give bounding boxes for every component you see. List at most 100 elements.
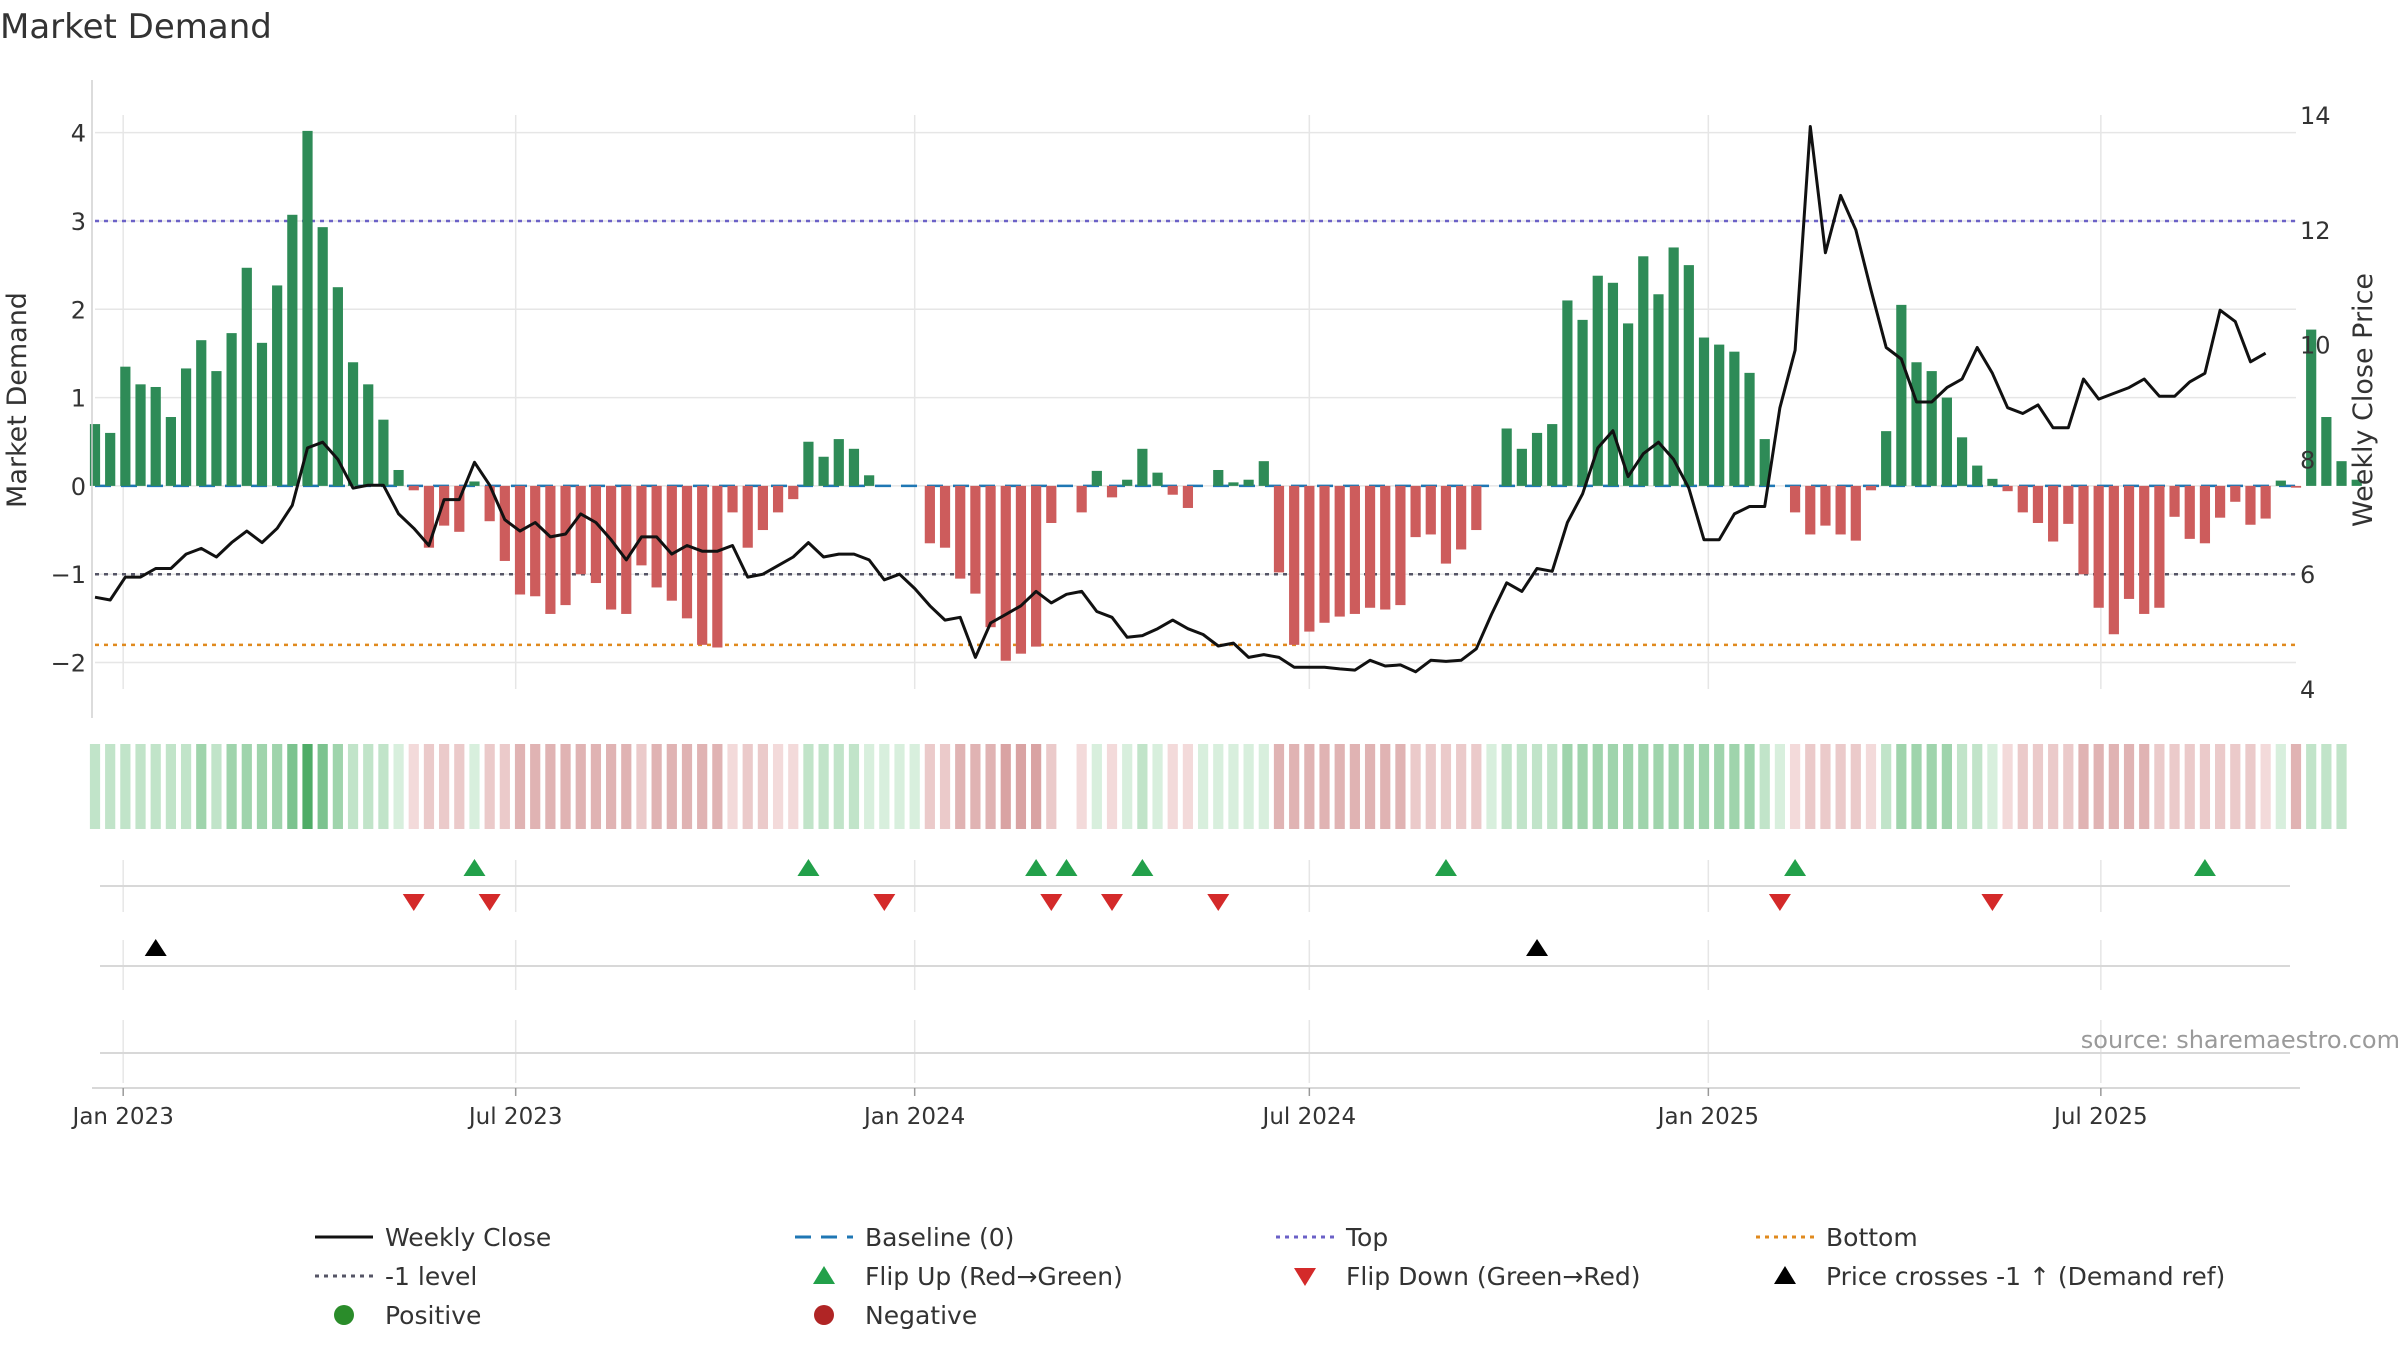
negative-bar (1410, 485, 1421, 538)
positive-bar (1956, 437, 1968, 486)
strip-cell (1547, 744, 1558, 829)
legend-swatch (814, 1305, 834, 1325)
strip-cell (1850, 744, 1861, 829)
strip-cell (226, 744, 237, 829)
strip-cell (2093, 744, 2104, 829)
strip-cell (1987, 744, 1998, 829)
flip-up-marker (1784, 859, 1807, 876)
strip-cell (1941, 744, 1952, 829)
strip-cell (2123, 744, 2135, 829)
positive-bar (1941, 397, 1952, 486)
strip-cell (1137, 744, 1148, 829)
strip-cell (1167, 744, 1178, 829)
strip-cell (165, 744, 176, 829)
negative-bar (772, 485, 784, 513)
positive-bar (2321, 417, 2332, 486)
positive-bar (363, 384, 374, 486)
strip-cell (1091, 744, 1102, 829)
y-tick-label: 4 (71, 120, 86, 148)
negative-bar (1456, 485, 1467, 550)
strip-cell (2154, 744, 2165, 829)
strip-cell (939, 744, 951, 829)
legend-label: Price crosses -1 ↑ (Demand ref) (1826, 1262, 2225, 1291)
strip-cell (1228, 744, 1239, 829)
flip-down-marker (1768, 894, 1791, 911)
positive-bar (1531, 432, 1543, 486)
flip-down-marker (1040, 894, 1063, 911)
negative-bar (970, 485, 981, 594)
y2-tick-label: 14 (2300, 102, 2331, 130)
legend-item: Flip Down (Green→Red) (1294, 1262, 1641, 1291)
demand-bars (89, 130, 2362, 661)
legend-swatch (813, 1266, 835, 1284)
y2-tick-label: 6 (2300, 561, 2315, 589)
strip-cell (1122, 744, 1133, 829)
negative-bar (514, 485, 526, 595)
positive-bar (469, 481, 480, 486)
legend-swatch (1774, 1266, 1796, 1284)
negative-bar (1167, 485, 1178, 495)
positive-bar (1228, 482, 1239, 486)
negative-bar (1440, 485, 1452, 564)
negative-bar (2169, 485, 2180, 517)
positive-bar (1091, 470, 1102, 486)
negative-bar (499, 485, 510, 561)
strip-cell (1865, 744, 1877, 829)
y-tick-label: 1 (71, 385, 86, 413)
strip-cell (833, 744, 844, 829)
positive-bar (1683, 265, 1694, 486)
strip-cell (681, 744, 693, 829)
negative-bar (727, 485, 738, 513)
positive-bar (393, 469, 404, 486)
strip-cell (2002, 744, 2013, 829)
strip-cell (120, 744, 131, 829)
negative-bar (1273, 485, 1285, 573)
strip-cell (272, 744, 283, 829)
flip-up-marker (1131, 859, 1154, 876)
strip-cell (347, 744, 359, 829)
strip-cell (1197, 744, 1209, 829)
y-tick-label: 0 (71, 473, 86, 501)
positive-bar (120, 366, 131, 486)
demand-heat-strip (89, 744, 2347, 829)
strip-cell (818, 744, 829, 829)
strip-cell (1395, 744, 1406, 829)
legend-label: Baseline (0) (865, 1223, 1014, 1252)
strip-cell (2290, 744, 2302, 829)
strip-cell (605, 744, 617, 829)
strip-cell (2063, 744, 2074, 829)
strip-cell (1182, 744, 1194, 829)
strip-cell (196, 744, 207, 829)
strip-cell (1714, 744, 1725, 829)
positive-bar (833, 439, 844, 486)
strip-cell (879, 744, 890, 829)
x-tick-label: Jul 2024 (1261, 1104, 1357, 1130)
strip-cell (1486, 744, 1497, 829)
negative-bar (2215, 485, 2226, 518)
negative-bar (1865, 485, 1877, 491)
chart-title: Market Demand (0, 7, 272, 47)
strip-cell (302, 744, 313, 829)
strip-cell (1076, 744, 1087, 829)
strip-cell (575, 744, 586, 829)
strip-cell (651, 744, 662, 829)
negative-bar (2048, 485, 2059, 542)
legend-item: Negative (814, 1301, 977, 1330)
strip-cell (955, 744, 966, 829)
strip-cell (1577, 744, 1588, 829)
strip-cell (1607, 744, 1619, 829)
negative-bar (788, 485, 799, 500)
negative-bar (2032, 485, 2044, 523)
positive-bar (1926, 371, 1937, 486)
legend-item: Weekly Close (315, 1223, 551, 1252)
positive-bar (1122, 479, 1133, 486)
negative-bar (1805, 485, 1816, 535)
negative-bar (2017, 485, 2028, 513)
strip-cell (1258, 744, 1269, 829)
strip-cell (1835, 744, 1846, 829)
x-tick-label: Jan 2025 (1656, 1104, 1759, 1130)
strip-cell (712, 744, 723, 829)
strip-cell (514, 744, 526, 829)
positive-bar (1653, 294, 1664, 486)
